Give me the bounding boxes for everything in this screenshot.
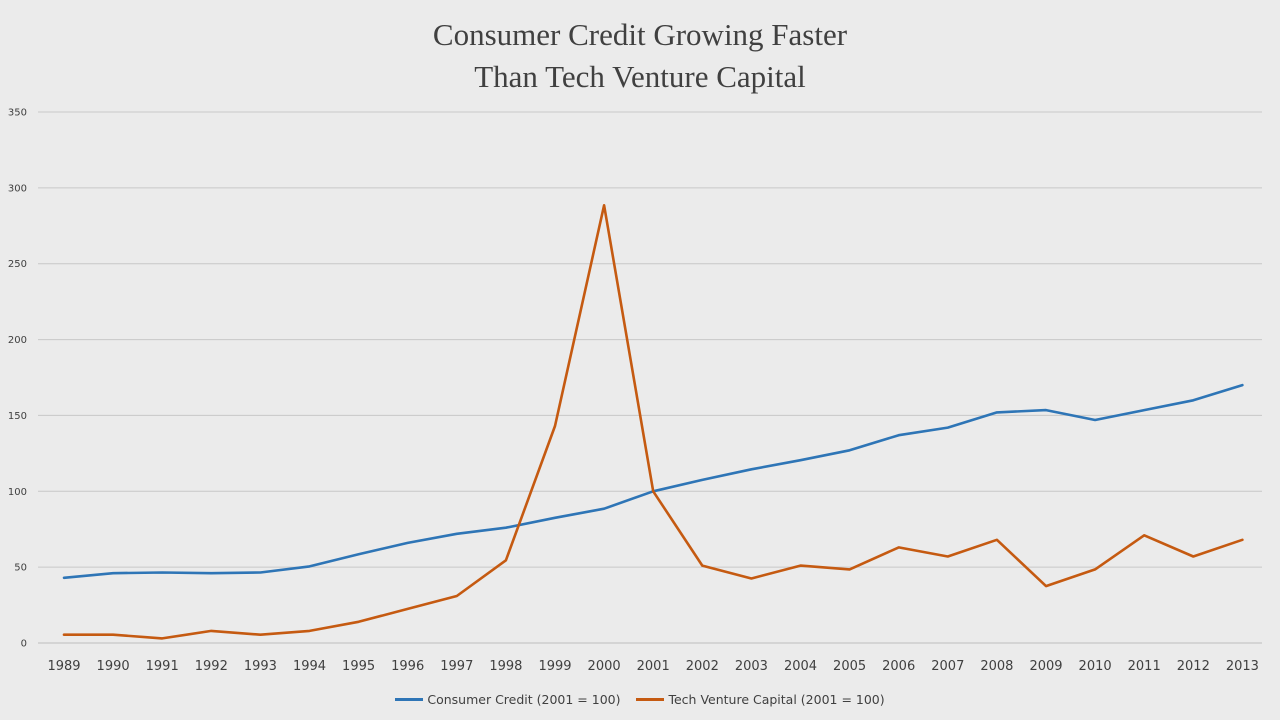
y-tick-label-300: 300 — [8, 183, 27, 194]
x-tick-label-1991: 1991 — [146, 659, 179, 674]
x-tick-label-2004: 2004 — [784, 659, 817, 674]
legend-item-consumer-credit: Consumer Credit (2001 = 100) — [395, 692, 620, 707]
chart-title-line-2: Than Tech Venture Capital — [474, 59, 806, 94]
series-line-tech-venture-capital — [62, 204, 1244, 640]
x-tick-label-2006: 2006 — [882, 659, 915, 674]
x-tick-label-1997: 1997 — [440, 659, 473, 674]
x-tick-label-1992: 1992 — [195, 659, 228, 674]
x-tick-label-2003: 2003 — [735, 659, 768, 674]
x-tick-label-1990: 1990 — [97, 659, 130, 674]
x-tick-label-1998: 1998 — [489, 659, 522, 674]
x-tick-label-1999: 1999 — [538, 659, 571, 674]
x-tick-label-2011: 2011 — [1128, 659, 1161, 674]
y-tick-label-50: 50 — [14, 563, 27, 574]
y-tick-label-200: 200 — [8, 335, 27, 346]
gridlines-group — [38, 111, 1262, 644]
chart-title: Consumer Credit Growing Faster Than Tech… — [0, 14, 1280, 98]
x-tick-label-2009: 2009 — [1029, 659, 1062, 674]
x-tick-label-1989: 1989 — [47, 659, 80, 674]
x-tick-label-1994: 1994 — [293, 659, 326, 674]
y-tick-label-0: 0 — [21, 639, 27, 650]
series-lines-group — [62, 204, 1244, 640]
legend-label-consumer-credit: Consumer Credit (2001 = 100) — [427, 692, 621, 707]
x-tick-label-2000: 2000 — [588, 659, 621, 674]
y-tick-label-350: 350 — [8, 108, 27, 119]
x-axis-tick-labels: 1989 1990 1991 1992 1993 1994 1995 1996 1997 1998… — [47, 659, 1258, 674]
y-tick-label-100: 100 — [8, 487, 27, 498]
x-tick-label-2001: 2001 — [637, 659, 670, 674]
x-tick-label-2008: 2008 — [980, 659, 1013, 674]
x-tick-label-2013: 2013 — [1226, 659, 1259, 674]
y-tick-label-150: 150 — [8, 411, 27, 422]
x-tick-label-2012: 2012 — [1177, 659, 1210, 674]
x-tick-label-1996: 1996 — [391, 659, 424, 674]
x-tick-label-1995: 1995 — [342, 659, 375, 674]
legend-swatch-consumer-credit — [395, 698, 424, 701]
series-line-consumer-credit — [62, 383, 1244, 580]
chart-legend: Consumer Credit (2001 = 100) Tech Ventur… — [0, 689, 1280, 707]
x-tick-label-1993: 1993 — [244, 659, 277, 674]
legend-item-tech-venture-capital: Tech Venture Capital (2001 = 100) — [636, 692, 885, 707]
legend-label-tech-venture-capital: Tech Venture Capital (2001 = 100) — [668, 692, 885, 707]
x-tick-label-2005: 2005 — [833, 659, 866, 674]
legend-swatch-tech-venture-capital — [636, 698, 665, 701]
x-tick-label-2002: 2002 — [686, 659, 719, 674]
chart-title-line-1: Consumer Credit Growing Faster — [432, 17, 848, 52]
y-axis-tick-labels: 0 50 100 150 200 250 300 350 — [8, 108, 27, 650]
x-tick-label-2007: 2007 — [931, 659, 964, 674]
x-tick-label-2010: 2010 — [1079, 659, 1112, 674]
y-tick-label-250: 250 — [8, 259, 27, 270]
